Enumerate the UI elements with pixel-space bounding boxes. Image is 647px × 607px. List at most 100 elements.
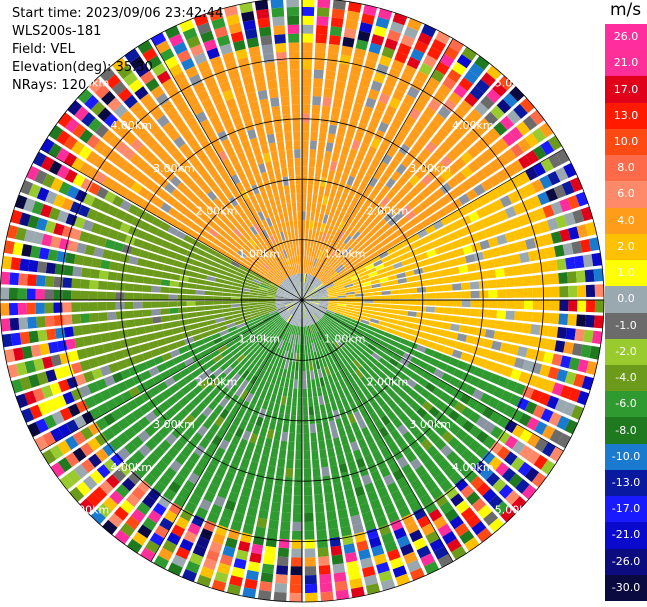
ray-gate [308, 229, 313, 239]
ray-gate [304, 521, 315, 531]
ray-gate [347, 352, 356, 362]
ray-gate [444, 223, 456, 234]
ray-gate [302, 228, 305, 238]
ray-gate [252, 316, 262, 322]
ray-gate [316, 529, 328, 540]
ray-gate [46, 328, 57, 341]
ray-gate [293, 220, 298, 230]
ray-gate [215, 233, 226, 243]
ray-gate [328, 34, 341, 46]
ray-gate [514, 288, 525, 298]
ray-gate [327, 43, 340, 54]
ray-gate [272, 326, 280, 335]
ray-gate [230, 347, 240, 356]
ray-gate [86, 134, 101, 149]
ray-gate [314, 51, 326, 62]
range-ring-label: 1.00km [239, 333, 281, 346]
ray-gate [216, 34, 231, 47]
ray-gate [156, 381, 168, 392]
ray-gate [311, 450, 319, 460]
ray-gate [44, 315, 55, 327]
ray-gate [346, 205, 355, 215]
ray-gate [309, 343, 314, 353]
colorbar-segment [605, 338, 647, 366]
ray-gate [339, 270, 348, 278]
ray-gate [360, 375, 370, 386]
ray-gate [310, 324, 315, 334]
ray-gate [273, 25, 286, 35]
ray-gate [371, 430, 382, 442]
range-ring-label: 5.00km [495, 76, 537, 89]
ray-gate [322, 315, 331, 323]
ray-gate [231, 289, 241, 294]
ray-gate [389, 21, 405, 34]
ray-gate [50, 177, 64, 192]
ray-gate [111, 57, 128, 73]
ray-gate [288, 51, 300, 61]
ray-gate [376, 324, 387, 331]
ray-gate [242, 587, 257, 599]
ray-gate [177, 420, 190, 433]
ray-gate [368, 117, 380, 129]
ray-gate [281, 282, 289, 289]
ray-gate [454, 478, 469, 492]
ray-gate [125, 493, 140, 508]
ray-gate [360, 319, 370, 325]
ray-gate [255, 416, 264, 427]
ray-gate [350, 111, 361, 123]
ray-gate [567, 226, 580, 240]
ray-gate [375, 328, 385, 336]
ray-gate [524, 467, 540, 483]
ray-gate [137, 524, 153, 539]
ray-gate [380, 286, 391, 291]
ray-gate [161, 240, 172, 250]
ray-gate [196, 316, 207, 323]
ray-gate [291, 343, 296, 353]
ray-gate [334, 190, 343, 201]
ray-gate [532, 145, 547, 160]
ray-gate [345, 128, 356, 139]
ray-gate [394, 267, 405, 274]
ray-gate [123, 132, 137, 146]
ray-gate [109, 331, 120, 341]
ray-gate [175, 253, 186, 262]
ray-gate [200, 68, 214, 81]
ray-gate [370, 157, 381, 169]
ray-gate [479, 392, 492, 405]
ray-gate [494, 184, 507, 198]
ray-gate [311, 314, 318, 323]
ray-gate [387, 274, 398, 281]
ray-gate [452, 283, 462, 291]
azimuth-spoke [301, 148, 564, 301]
ray-gate [439, 501, 454, 515]
ray-gate [295, 294, 302, 300]
ray-gate [235, 123, 246, 135]
ray-gate [445, 190, 458, 202]
ray-gate [491, 199, 504, 212]
ray-gate [285, 140, 293, 150]
ray-gate [312, 193, 318, 204]
ray-gate [380, 381, 390, 392]
ray-gate [137, 334, 148, 344]
ray-gate [316, 422, 323, 433]
ray-gate [337, 426, 346, 437]
ray-gate [444, 384, 456, 396]
ray-gate [401, 204, 412, 216]
ray-gate [377, 161, 388, 173]
ray-gate [240, 458, 250, 469]
ray-gate [368, 234, 378, 244]
ray-gate [251, 109, 262, 120]
ray-gate [439, 479, 453, 493]
ray-gate [321, 328, 329, 337]
ray-gate [264, 391, 272, 402]
ray-gate [503, 451, 518, 466]
ray-gate [310, 301, 320, 305]
ray-gate [426, 300, 436, 306]
ray-gate [305, 273, 309, 283]
ray-gate [502, 331, 513, 343]
ray-gate [326, 178, 333, 189]
ray-gate [118, 403, 131, 417]
colorbar-segment [605, 50, 647, 77]
ray-gate [143, 212, 155, 224]
ray-gate [316, 16, 329, 26]
